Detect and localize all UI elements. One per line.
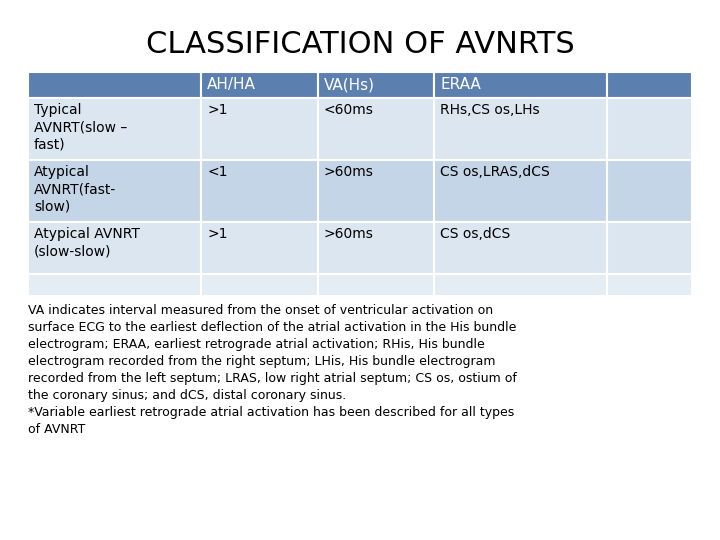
Bar: [607, 72, 692, 98]
Text: electrogram; ERAA, earliest retrograde atrial activation; RHis, His bundle: electrogram; ERAA, earliest retrograde a…: [28, 338, 485, 351]
Bar: [201, 160, 318, 222]
Text: CLASSIFICATION OF AVNRTS: CLASSIFICATION OF AVNRTS: [145, 30, 575, 59]
Bar: [607, 274, 692, 296]
Text: the coronary sinus; and dCS, distal coronary sinus.: the coronary sinus; and dCS, distal coro…: [28, 389, 346, 402]
Text: recorded from the left septum; LRAS, low right atrial septum; CS os, ostium of: recorded from the left septum; LRAS, low…: [28, 372, 517, 385]
Text: <1: <1: [207, 165, 228, 179]
Bar: [28, 72, 201, 98]
Bar: [318, 72, 434, 98]
Bar: [318, 160, 434, 222]
Text: CS os,dCS: CS os,dCS: [440, 227, 510, 241]
Bar: [28, 98, 201, 160]
Text: <60ms: <60ms: [323, 103, 374, 117]
Text: RHs,CS os,LHs: RHs,CS os,LHs: [440, 103, 540, 117]
Bar: [318, 274, 434, 296]
Text: >1: >1: [207, 103, 228, 117]
Bar: [201, 274, 318, 296]
Text: surface ECG to the earliest deflection of the atrial activation in the His bundl: surface ECG to the earliest deflection o…: [28, 321, 516, 334]
Text: of AVNRT: of AVNRT: [28, 423, 86, 436]
Text: >1: >1: [207, 227, 228, 241]
Text: >60ms: >60ms: [323, 165, 374, 179]
Bar: [28, 222, 201, 274]
Text: VA indicates interval measured from the onset of ventricular activation on: VA indicates interval measured from the …: [28, 304, 493, 317]
Text: ERAA: ERAA: [440, 77, 481, 92]
Text: VA(Hs): VA(Hs): [323, 77, 374, 92]
Bar: [28, 274, 201, 296]
Bar: [434, 160, 607, 222]
Bar: [434, 274, 607, 296]
Text: electrogram recorded from the right septum; LHis, His bundle electrogram: electrogram recorded from the right sept…: [28, 355, 495, 368]
Bar: [434, 222, 607, 274]
Bar: [607, 222, 692, 274]
Bar: [28, 160, 201, 222]
Text: AH/HA: AH/HA: [207, 77, 256, 92]
Bar: [318, 98, 434, 160]
Text: *Variable earliest retrograde atrial activation has been described for all types: *Variable earliest retrograde atrial act…: [28, 406, 514, 419]
Text: CS os,LRAS,dCS: CS os,LRAS,dCS: [440, 165, 550, 179]
Bar: [434, 98, 607, 160]
Bar: [434, 72, 607, 98]
Text: >60ms: >60ms: [323, 227, 374, 241]
Bar: [607, 98, 692, 160]
Bar: [201, 222, 318, 274]
Bar: [318, 222, 434, 274]
Bar: [201, 98, 318, 160]
Bar: [607, 160, 692, 222]
Bar: [201, 72, 318, 98]
Text: Atypical AVNRT
(slow-slow): Atypical AVNRT (slow-slow): [34, 227, 140, 258]
Text: Atypical
AVNRT(fast-
slow): Atypical AVNRT(fast- slow): [34, 165, 116, 214]
Text: Typical
AVNRT(slow –
fast): Typical AVNRT(slow – fast): [34, 103, 127, 152]
